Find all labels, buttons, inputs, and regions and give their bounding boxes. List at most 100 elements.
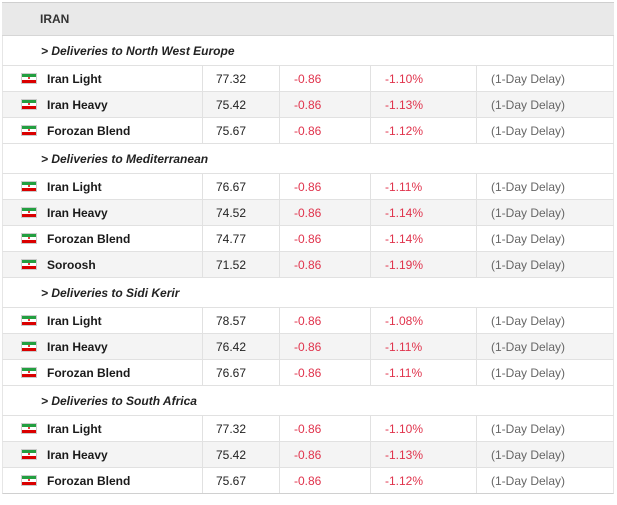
price-cell: 71.52	[203, 252, 280, 277]
iran-flag-icon	[21, 259, 37, 270]
table-row[interactable]: Iran Heavy 75.42 -0.86 -1.13% (1-Day Delay)	[2, 442, 614, 468]
price-value: 77.32	[216, 421, 247, 436]
table-row[interactable]: Forozan Blend 75.67 -0.86 -1.12% (1-Day Dela…	[2, 118, 614, 144]
percent-change-value: -1.13%	[385, 97, 424, 112]
delay-cell: (1-Day Delay)	[477, 308, 613, 333]
crude-name[interactable]: Forozan Blend	[47, 231, 131, 246]
oil-price-table: IRAN > Deliveries to North West Europe Ir…	[2, 2, 614, 494]
crude-name[interactable]: Iran Light	[47, 421, 102, 436]
iran-flag-icon	[21, 73, 37, 84]
iran-flag-icon	[21, 449, 37, 460]
percent-change-cell: -1.19%	[371, 252, 477, 277]
delay-cell: (1-Day Delay)	[477, 174, 613, 199]
percent-change-value: -1.19%	[385, 257, 424, 272]
price-cell: 76.67	[203, 174, 280, 199]
price-cell: 78.57	[203, 308, 280, 333]
table-row[interactable]: Soroosh 71.52 -0.86 -1.19% (1-Day Delay)	[2, 252, 614, 278]
delay-note: (1-Day Delay)	[491, 421, 566, 436]
delay-cell: (1-Day Delay)	[477, 334, 613, 359]
percent-change-value: -1.12%	[385, 123, 424, 138]
table-row[interactable]: Iran Light 78.57 -0.86 -1.08% (1-Day Delay)	[2, 308, 614, 334]
crude-name[interactable]: Iran Light	[47, 313, 102, 328]
crude-name[interactable]: Iran Light	[47, 179, 102, 194]
crude-name[interactable]: Iran Heavy	[47, 339, 108, 354]
percent-change-cell: -1.12%	[371, 468, 477, 493]
delay-cell: (1-Day Delay)	[477, 92, 613, 117]
crude-name[interactable]: Forozan Blend	[47, 123, 131, 138]
crude-name[interactable]: Soroosh	[47, 257, 96, 272]
percent-change-cell: -1.11%	[371, 334, 477, 359]
delay-note: (1-Day Delay)	[491, 231, 566, 246]
percent-change-value: -1.11%	[385, 339, 423, 354]
change-cell: -0.86	[280, 200, 371, 225]
iran-flag-icon	[21, 315, 37, 326]
iran-flag-icon	[21, 99, 37, 110]
percent-change-value: -1.14%	[385, 231, 424, 246]
price-value: 76.67	[216, 365, 247, 380]
crude-name-cell: Iran Heavy	[3, 92, 203, 117]
change-value: -0.86	[294, 421, 322, 436]
price-value: 71.52	[216, 257, 247, 272]
price-cell: 75.67	[203, 468, 280, 493]
table-row[interactable]: Iran Heavy 75.42 -0.86 -1.13% (1-Day Delay)	[2, 92, 614, 118]
crude-name[interactable]: Iran Light	[47, 71, 102, 86]
delay-note: (1-Day Delay)	[491, 123, 566, 138]
crude-name[interactable]: Iran Heavy	[47, 97, 108, 112]
price-value: 75.42	[216, 97, 247, 112]
table-row[interactable]: Forozan Blend 76.67 -0.86 -1.11% (1-Day Dela…	[2, 360, 614, 386]
price-value: 76.42	[216, 339, 247, 354]
table-row[interactable]: Iran Light 77.32 -0.86 -1.10% (1-Day Delay)	[2, 416, 614, 442]
change-value: -0.86	[294, 71, 322, 86]
delay-cell: (1-Day Delay)	[477, 200, 613, 225]
crude-name[interactable]: Forozan Blend	[47, 473, 131, 488]
crude-name-cell: Forozan Blend	[3, 226, 203, 251]
delay-note: (1-Day Delay)	[491, 257, 566, 272]
delivery-sections: > Deliveries to North West Europe Iran Li…	[2, 36, 614, 494]
delay-note: (1-Day Delay)	[491, 365, 566, 380]
percent-change-cell: -1.10%	[371, 416, 477, 441]
percent-change-value: -1.10%	[385, 421, 424, 436]
change-value: -0.86	[294, 339, 322, 354]
delay-note: (1-Day Delay)	[491, 205, 566, 220]
delay-cell: (1-Day Delay)	[477, 252, 613, 277]
percent-change-cell: -1.13%	[371, 92, 477, 117]
price-cell: 75.42	[203, 92, 280, 117]
table-row[interactable]: Iran Heavy 76.42 -0.86 -1.11% (1-Day Delay)	[2, 334, 614, 360]
iran-flag-icon	[21, 233, 37, 244]
table-row[interactable]: Iran Heavy 74.52 -0.86 -1.14% (1-Day Delay)	[2, 200, 614, 226]
iran-flag-icon	[21, 341, 37, 352]
percent-change-cell: -1.14%	[371, 226, 477, 251]
delay-note: (1-Day Delay)	[491, 71, 566, 86]
price-value: 75.42	[216, 447, 247, 462]
delay-cell: (1-Day Delay)	[477, 468, 613, 493]
change-cell: -0.86	[280, 226, 371, 251]
crude-name-cell: Iran Light	[3, 308, 203, 333]
crude-name[interactable]: Iran Heavy	[47, 447, 108, 462]
table-row[interactable]: Forozan Blend 75.67 -0.86 -1.12% (1-Day Dela…	[2, 468, 614, 494]
crude-name[interactable]: Iran Heavy	[47, 205, 108, 220]
table-row[interactable]: Iran Light 76.67 -0.86 -1.11% (1-Day Delay)	[2, 174, 614, 200]
crude-name-cell: Forozan Blend	[3, 118, 203, 143]
change-value: -0.86	[294, 97, 322, 112]
percent-change-value: -1.12%	[385, 473, 424, 488]
change-cell: -0.86	[280, 252, 371, 277]
table-row[interactable]: Forozan Blend 74.77 -0.86 -1.14% (1-Day Dela…	[2, 226, 614, 252]
change-cell: -0.86	[280, 118, 371, 143]
delay-note: (1-Day Delay)	[491, 97, 566, 112]
percent-change-cell: -1.11%	[371, 360, 477, 385]
percent-change-cell: -1.11%	[371, 174, 477, 199]
crude-name-cell: Forozan Blend	[3, 360, 203, 385]
price-cell: 76.42	[203, 334, 280, 359]
delay-cell: (1-Day Delay)	[477, 360, 613, 385]
price-value: 78.57	[216, 313, 247, 328]
delay-note: (1-Day Delay)	[491, 447, 566, 462]
table-row[interactable]: Iran Light 77.32 -0.86 -1.10% (1-Day Delay)	[2, 66, 614, 92]
percent-change-value: -1.14%	[385, 205, 424, 220]
percent-change-cell: -1.12%	[371, 118, 477, 143]
change-value: -0.86	[294, 447, 322, 462]
change-value: -0.86	[294, 123, 322, 138]
percent-change-value: -1.11%	[385, 365, 423, 380]
change-cell: -0.86	[280, 442, 371, 467]
percent-change-cell: -1.10%	[371, 66, 477, 91]
crude-name[interactable]: Forozan Blend	[47, 365, 131, 380]
